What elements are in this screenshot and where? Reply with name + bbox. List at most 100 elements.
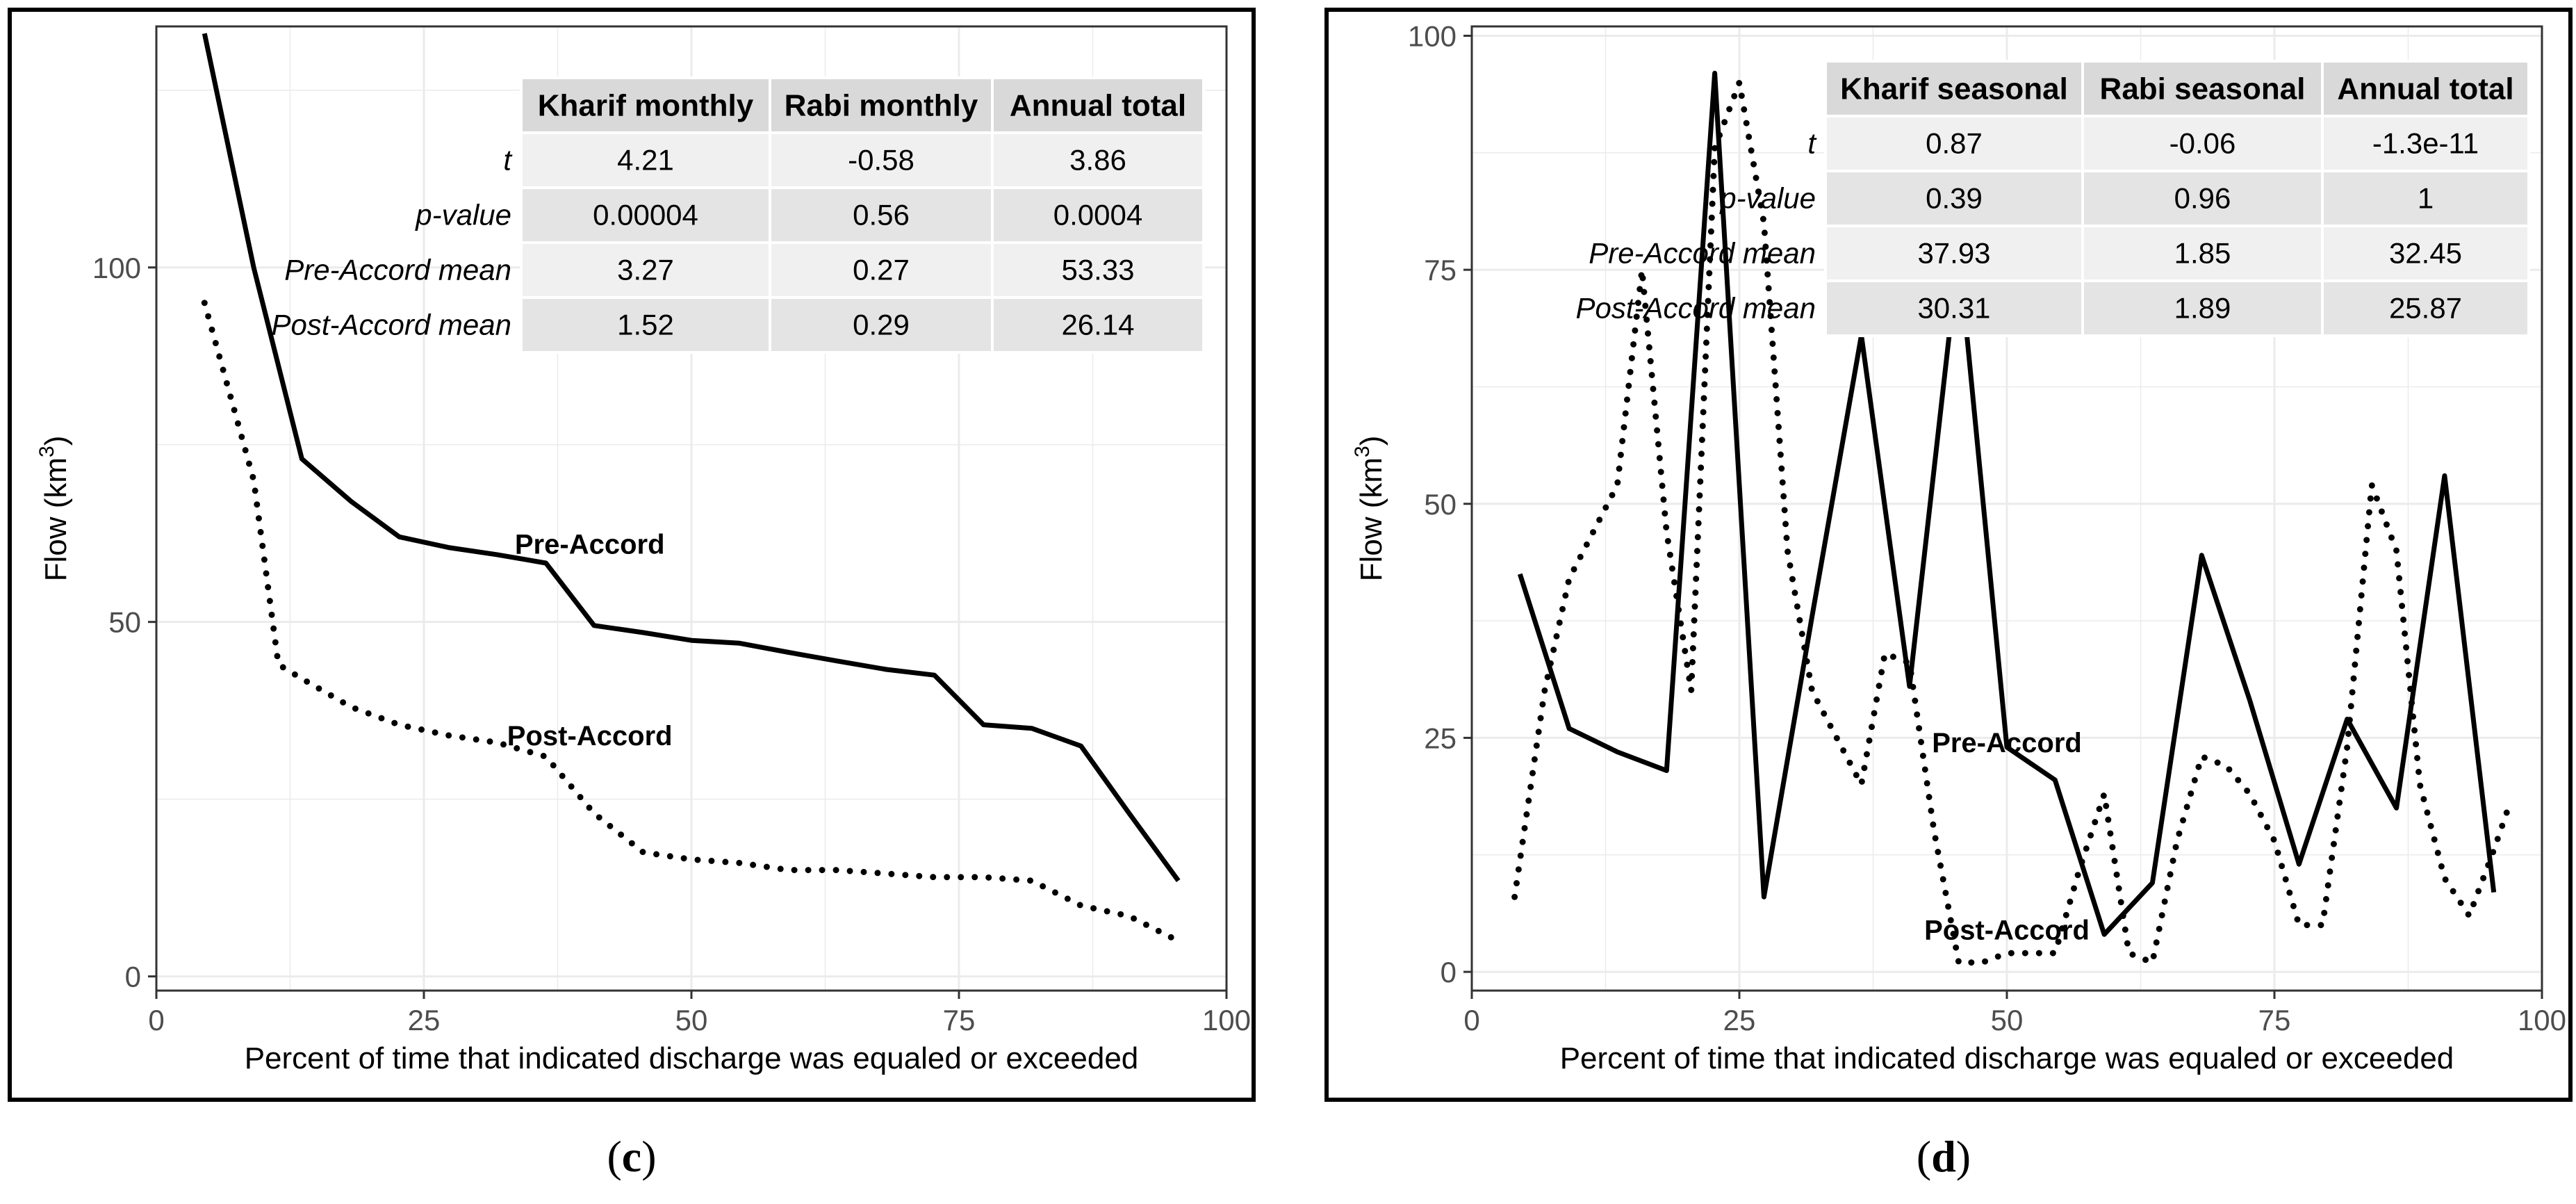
table-cell-bg	[2081, 279, 2324, 337]
table-cell-bg	[769, 296, 994, 354]
table-cell: 25.87	[2389, 292, 2462, 325]
table-cell-bg	[520, 131, 771, 189]
table-cell-bg	[2321, 279, 2530, 337]
series-annotation: Post-Accord	[507, 721, 673, 751]
x-tick-label: 75	[943, 1004, 976, 1036]
table-cell: -0.58	[848, 144, 914, 177]
series-line-post-accord	[1511, 79, 2513, 966]
table-cell: 1.52	[617, 309, 674, 341]
table-cell-bg	[2081, 170, 2324, 227]
y-tick-label: 100	[1408, 19, 1457, 52]
table-cell: 4.21	[617, 144, 674, 177]
series-annotation: Pre-Accord	[515, 529, 665, 560]
table-row-label: p-value	[414, 199, 511, 231]
table-row-label: Post-Accord mean	[272, 309, 511, 341]
table-row-label: Pre-Accord mean	[1589, 237, 1816, 270]
table-cell-bg	[991, 296, 1205, 354]
table-cell: 0.29	[853, 309, 910, 341]
table-cell: 0.56	[853, 199, 910, 231]
series-annotation: Post-Accord	[1924, 915, 2090, 945]
table-header-label: Annual total	[1010, 89, 1186, 123]
table-cell-bg	[1824, 115, 2084, 172]
table-header-label: Kharif seasonal	[1840, 72, 2068, 106]
chart-d: 0 25 50 75 100 0 25 50 75 100 Percent of time that…	[1324, 8, 2573, 1181]
table-cell-bg	[520, 186, 771, 244]
y-axis-title-base: Flow (km	[39, 457, 73, 581]
y-tick-label: 50	[1424, 488, 1457, 521]
table-cell-bg	[520, 296, 771, 354]
series-line-post-accord	[201, 300, 1182, 945]
table-cell: 1.85	[2174, 237, 2231, 270]
table-cell-bg	[2081, 225, 2324, 282]
caption-letter: c	[622, 1132, 641, 1181]
table-cell: 1.89	[2174, 292, 2231, 325]
table-cell: 26.14	[1061, 309, 1134, 341]
table-row-label: p-value	[1718, 182, 1816, 215]
stats-table: Kharif monthly Rabi monthly Annual total 4.…	[272, 76, 1205, 354]
x-tick-label: 50	[675, 1004, 708, 1036]
y-axis-title-close: )	[39, 436, 73, 446]
y-axis-title-close: )	[1354, 436, 1388, 446]
panel-caption: (d)	[1917, 1132, 1971, 1181]
stats-table: Kharif seasonal Rabi seasonal Annual total…	[1576, 60, 2530, 337]
y-axis-title-base: Flow (km	[1354, 457, 1388, 581]
series-annotation: Pre-Accord	[1932, 728, 2082, 758]
x-tick-label: 25	[1723, 1004, 1756, 1036]
table-cell: 3.86	[1069, 144, 1126, 177]
table-cell: 0.00004	[593, 199, 698, 231]
table-cell: 53.33	[1061, 254, 1134, 286]
x-tick-label: 100	[1202, 1004, 1251, 1036]
y-tick-label: 25	[1424, 722, 1457, 754]
series-line-pre-accord	[202, 33, 1181, 882]
y-axis-title: Flow (km3)	[35, 436, 73, 582]
x-axis-title: Percent of time that indicated discharge…	[245, 1041, 1139, 1075]
table-cell: 0.39	[1926, 182, 1983, 215]
caption-letter: d	[1931, 1132, 1956, 1181]
x-tick-label: 0	[148, 1004, 164, 1036]
table-cell: 0.96	[2174, 182, 2231, 215]
table-header-label: Kharif monthly	[538, 89, 754, 123]
table-cell-bg	[991, 131, 1205, 189]
caption-close: )	[1956, 1132, 1971, 1181]
table-header-label: Rabi seasonal	[2100, 72, 2306, 106]
table-cell-bg	[769, 131, 994, 189]
table-cell: 1	[2418, 182, 2434, 215]
y-axis-title-sup: 3	[35, 446, 58, 457]
table-cell: 0.87	[1926, 127, 1983, 160]
table-cell: -0.06	[2169, 127, 2236, 160]
y-tick-label: 100	[92, 252, 141, 284]
x-tick-label: 25	[408, 1004, 441, 1036]
x-tick-label: 100	[2518, 1004, 2566, 1036]
table-row-label: t	[503, 144, 513, 177]
caption-open: (	[1917, 1132, 1931, 1181]
chart-c: 0 25 50 75 100 0 50 100 Percent of time that ind…	[8, 8, 1256, 1181]
table-cell: 0.0004	[1053, 199, 1142, 231]
panel-caption: (c)	[607, 1132, 656, 1181]
x-tick-label: 0	[1463, 1004, 1479, 1036]
table-cell-bg	[1824, 279, 2084, 337]
y-axis-title-sup: 3	[1351, 446, 1374, 457]
y-tick-label: 0	[1441, 956, 1457, 989]
table-header-label: Rabi monthly	[785, 89, 978, 123]
table-cell-bg	[991, 186, 1205, 244]
table-header-cell	[991, 76, 1205, 134]
table-cell: 3.27	[617, 254, 674, 286]
table-row-label: Pre-Accord mean	[284, 254, 511, 286]
caption-open: (	[607, 1132, 621, 1181]
y-tick-label: 75	[1424, 254, 1457, 286]
caption-close: )	[641, 1132, 656, 1181]
y-tick-label: 50	[108, 606, 141, 639]
y-axis-title: Flow (km3)	[1351, 436, 1388, 582]
table-row-label: t	[1807, 127, 1817, 160]
x-axis-title: Percent of time that indicated discharge…	[1560, 1041, 2454, 1075]
table-cell: 32.45	[2389, 237, 2462, 270]
table-cell: 37.93	[1917, 237, 1990, 270]
table-header-label: Annual total	[2337, 72, 2513, 106]
x-tick-label: 50	[1991, 1004, 2024, 1036]
table-cell: -1.3e-11	[2372, 127, 2479, 160]
y-tick-label: 0	[125, 961, 141, 993]
table-cell: 0.27	[853, 254, 910, 286]
table-header-cell	[2321, 60, 2530, 117]
x-tick-label: 75	[2258, 1004, 2291, 1036]
